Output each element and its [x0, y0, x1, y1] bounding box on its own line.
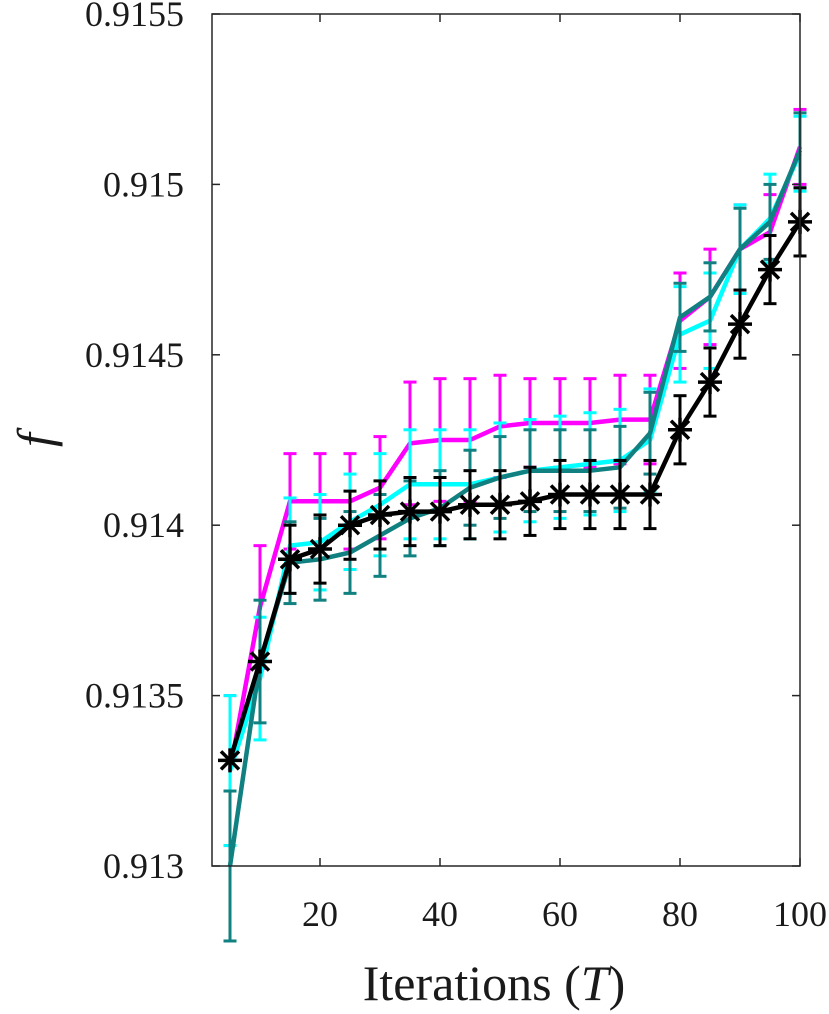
marker-stroke — [219, 750, 241, 771]
marker-stroke — [279, 549, 301, 570]
y-tick-label: 0.9155 — [85, 0, 184, 34]
series-line — [227, 146, 803, 772]
y-tick-label: 0.914 — [103, 505, 184, 545]
x-axis-title-text: Iterations — [363, 955, 552, 1011]
x-tick-label: 20 — [302, 894, 338, 934]
marker-stroke — [309, 538, 331, 560]
x-tick-labels: 20 40 60 80 100 — [302, 894, 827, 934]
data-point — [758, 257, 782, 282]
marker-stroke — [609, 484, 631, 505]
series-2 — [223, 111, 807, 943]
series-3 — [218, 186, 812, 773]
data-point — [518, 489, 542, 514]
x-tick-label: 60 — [542, 894, 578, 934]
marker-stroke — [759, 259, 781, 280]
axes-frame — [211, 13, 801, 867]
x-axis-title-close-paren: ) — [609, 955, 626, 1011]
data-point — [338, 513, 362, 538]
y-tick-label: 0.9135 — [85, 676, 184, 716]
x-tick-label: 40 — [422, 894, 458, 934]
marker-stroke — [549, 484, 571, 505]
marker-stroke — [669, 419, 691, 441]
data-point — [698, 370, 722, 395]
data-point — [578, 482, 602, 507]
marker-stroke — [579, 484, 601, 505]
data-point — [668, 417, 692, 442]
marker-stroke — [339, 514, 361, 536]
y-tick-label: 0.915 — [103, 164, 184, 204]
data-point — [638, 482, 662, 507]
data-point — [248, 649, 272, 674]
data-point — [218, 748, 242, 773]
data-point — [398, 499, 422, 524]
data-point — [278, 547, 302, 572]
x-axis-title: Iterations (T) — [363, 955, 625, 1011]
marker-stroke — [459, 494, 481, 515]
x-tick-label: 80 — [662, 894, 698, 934]
marker-stroke — [249, 651, 271, 672]
series-line — [227, 220, 802, 762]
marker-stroke — [369, 504, 391, 526]
data-point — [308, 537, 332, 562]
data-point — [428, 499, 452, 524]
data-point — [728, 312, 752, 337]
x-tick-label: 100 — [773, 894, 827, 934]
data-point — [488, 492, 512, 517]
data-point — [368, 502, 392, 527]
marker-stroke — [729, 313, 751, 335]
series-line — [227, 152, 803, 772]
y-axis-title: f — [7, 427, 63, 447]
x-axis-title-variable: T — [581, 955, 612, 1011]
marker-stroke — [519, 491, 541, 512]
y-tick-label: 0.913 — [103, 846, 184, 886]
y-tick-labels: 0.913 0.9135 0.914 0.9145 0.915 0.9155 — [85, 0, 184, 886]
marker-stroke — [489, 494, 511, 515]
series-1 — [223, 114, 807, 848]
data-point — [608, 482, 632, 507]
data-point — [458, 492, 482, 517]
data-point — [548, 482, 572, 507]
series-0 — [223, 107, 807, 848]
plot-area — [211, 13, 812, 943]
series-line — [227, 149, 803, 867]
y-tick-label: 0.9145 — [85, 335, 184, 375]
marker-stroke — [639, 484, 661, 505]
marker-stroke — [399, 501, 421, 522]
x-axis-title-open-paren: ( — [552, 955, 581, 1011]
marker-stroke — [429, 501, 451, 522]
marker-stroke — [699, 371, 721, 393]
